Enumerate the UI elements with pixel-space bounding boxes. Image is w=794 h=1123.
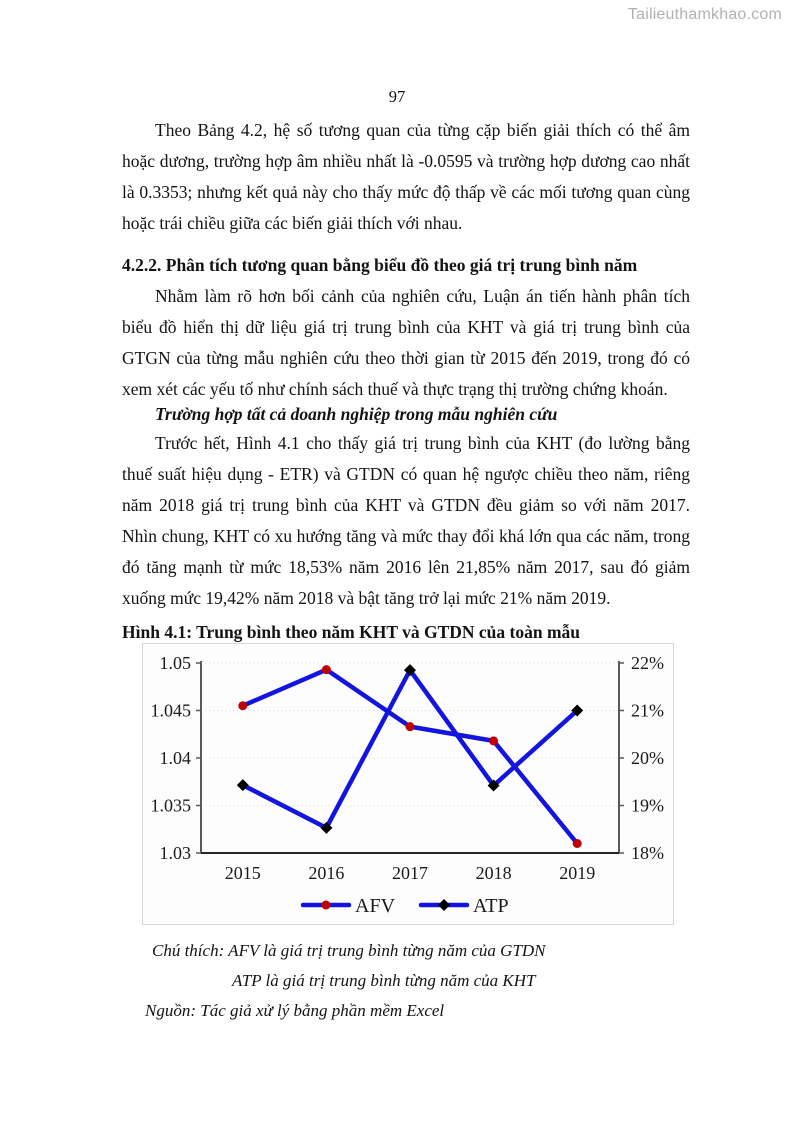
svg-text:1.035: 1.035	[151, 796, 192, 816]
svg-text:2016: 2016	[308, 863, 344, 883]
svg-text:18%: 18%	[631, 843, 664, 863]
svg-text:1.05: 1.05	[160, 653, 192, 673]
svg-text:2015: 2015	[225, 863, 261, 883]
svg-text:ATP: ATP	[473, 895, 509, 917]
subheading-sample-case: Trường hợp tất cả doanh nghiệp trong mẫu…	[155, 404, 558, 424]
page-number: 97	[388, 87, 406, 106]
figure-4-1-chart: 1.05 1.045 1.04 1.035 1.03 22% 21% 20% 19% 18% 201…	[142, 643, 674, 925]
paragraph-correlation: Theo Bảng 4.2, hệ số tương quan của từng…	[122, 120, 690, 233]
watermark: Tailieuthamkhao.com	[627, 6, 782, 23]
svg-text:1.03: 1.03	[160, 843, 192, 863]
svg-text:1.04: 1.04	[160, 748, 192, 768]
svg-text:2019: 2019	[559, 863, 595, 883]
svg-text:20%: 20%	[631, 748, 664, 768]
svg-text:2017: 2017	[392, 863, 428, 883]
paragraph-context: Nhằm làm rõ hơn bối cảnh của nghiên cứu,…	[122, 286, 690, 399]
svg-text:1.045: 1.045	[151, 701, 192, 721]
svg-text:2018: 2018	[476, 863, 512, 883]
svg-text:AFV: AFV	[355, 895, 396, 917]
section-heading-4-2-2: 4.2.2. Phân tích tương quan bằng biểu đồ…	[122, 255, 638, 275]
paragraph-figure-discussion: Trước hết, Hình 4.1 cho thấy giá trị tru…	[122, 433, 690, 608]
figure-note-afv: Chú thích: AFV là giá trị trung bình từn…	[152, 941, 546, 960]
svg-text:19%: 19%	[631, 796, 664, 816]
figure-caption: Hình 4.1: Trung bình theo năm KHT và GTD…	[122, 622, 581, 642]
line-chart: 1.05 1.045 1.04 1.035 1.03 22% 21% 20% 19% 18% 201…	[151, 653, 665, 917]
svg-text:21%: 21%	[631, 701, 664, 721]
figure-note-source: Nguồn: Tác giả xử lý bằng phần mềm Excel	[145, 1001, 445, 1020]
svg-text:22%: 22%	[631, 653, 664, 673]
figure-note-atp: ATP là giá trị trung bình từng năm của K…	[232, 971, 536, 990]
